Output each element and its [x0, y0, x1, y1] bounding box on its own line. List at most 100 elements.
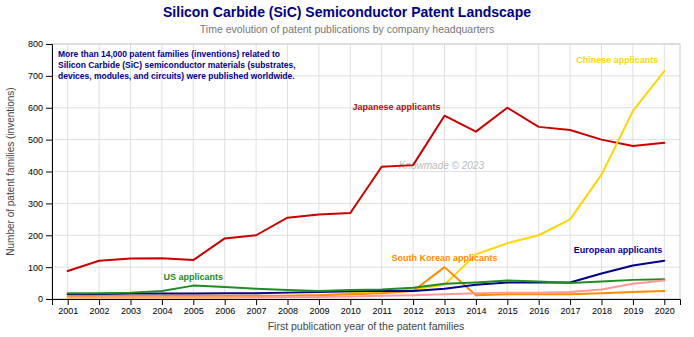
x-tick-label: 2007 — [247, 306, 267, 316]
x-tick: 2016 — [529, 299, 549, 316]
x-tick-label: 2009 — [309, 306, 329, 316]
x-tick-mark — [382, 299, 383, 305]
grid-line-x — [381, 44, 382, 299]
y-tick-mark — [46, 140, 52, 141]
x-tick-mark — [350, 299, 351, 305]
y-tick-label: 800 — [28, 39, 43, 49]
plot-frame — [52, 44, 680, 299]
y-tick-mark — [46, 44, 52, 45]
x-tick-label: 2013 — [435, 306, 455, 316]
grid-line-x — [318, 44, 319, 299]
x-tick: 2005 — [184, 299, 204, 316]
y-tick: 600 — [28, 103, 52, 113]
grid-line-x — [601, 44, 602, 299]
x-tick: 2006 — [215, 299, 235, 316]
x-tick: 2001 — [58, 299, 78, 316]
x-tick: 2018 — [592, 299, 612, 316]
x-tick: 2019 — [623, 299, 643, 316]
series-line — [68, 108, 665, 271]
y-tick-label: 400 — [28, 167, 43, 177]
y-tick-mark — [46, 203, 52, 204]
x-tick-label: 2006 — [215, 306, 235, 316]
x-axis-line — [53, 300, 681, 306]
grid-line-x — [67, 44, 68, 299]
x-tick: 2008 — [278, 299, 298, 316]
x-tick-mark — [225, 299, 226, 305]
y-tick-label: 100 — [28, 263, 43, 273]
x-tick: 2014 — [466, 299, 486, 316]
x-tick-label: 2018 — [592, 306, 612, 316]
y-tick: 100 — [28, 263, 52, 273]
grid-line-y — [52, 171, 680, 172]
y-tick-mark — [46, 235, 52, 236]
x-tick: 2010 — [341, 299, 361, 316]
title: Silicon Carbide (SiC) Semiconductor Pate… — [163, 4, 531, 20]
y-tick-label: 0 — [38, 294, 43, 304]
x-tick-label: 2002 — [90, 306, 110, 316]
line-label: South Korean applicants — [391, 253, 497, 263]
x-tick-label: 2015 — [498, 306, 518, 316]
grid-line-x — [224, 44, 225, 299]
series-line — [68, 71, 665, 297]
grid-line-x — [287, 44, 288, 299]
x-axis: 2001200220032004200520062007200820092010… — [53, 299, 681, 316]
x-tick-label: 2019 — [623, 306, 643, 316]
line-labels: Japanese applicantsChinese applicantsSou… — [164, 55, 663, 282]
x-tick-label: 2012 — [404, 306, 424, 316]
plot-area: 2001200220032004200520062007200820092010… — [5, 39, 681, 332]
y-tick: 700 — [28, 71, 52, 81]
y-axis-line — [46, 45, 53, 300]
grid-line-x — [538, 44, 539, 299]
grid-line-x — [161, 44, 162, 299]
line-label: Japanese applicants — [352, 102, 440, 112]
x-tick-label: 2014 — [466, 306, 486, 316]
grid — [52, 44, 680, 299]
x-tick-label: 2010 — [341, 306, 361, 316]
x-tick: 2020 — [655, 299, 675, 316]
y-tick-label: 200 — [28, 231, 43, 241]
y-tick: 0 — [38, 294, 52, 304]
x-tick-mark — [664, 299, 665, 305]
y-tick: 200 — [28, 231, 52, 241]
y-tick: 400 — [28, 167, 52, 177]
series-line — [68, 261, 665, 294]
x-tick-label: 2003 — [121, 306, 141, 316]
series-line — [68, 281, 665, 298]
y-tick-label: 700 — [28, 71, 43, 81]
x-tick: 2013 — [435, 299, 455, 316]
x-tick: 2012 — [404, 299, 424, 316]
x-tick-mark — [570, 299, 571, 305]
grid-line-y — [52, 235, 680, 236]
grid-line-y — [52, 267, 680, 268]
x-tick-mark — [99, 299, 100, 305]
x-tick-mark — [539, 299, 540, 305]
y-tick: 800 — [28, 39, 52, 49]
x-tick-mark — [193, 299, 194, 305]
x-tick-label: 2017 — [561, 306, 581, 316]
x-tick-mark — [319, 299, 320, 305]
y-tick: 300 — [28, 199, 52, 209]
chart: Silicon Carbide (SiC) Semiconductor Pate… — [0, 0, 694, 337]
x-tick-mark — [602, 299, 603, 305]
x-tick-label: 2016 — [529, 306, 549, 316]
line-label: US applicants — [164, 272, 224, 282]
grid-line-y — [52, 139, 680, 140]
grid-line-x — [350, 44, 351, 299]
x-tick-mark — [68, 299, 69, 305]
x-tick-label: 2001 — [58, 306, 78, 316]
x-tick-mark — [131, 299, 132, 305]
y-tick-mark — [46, 172, 52, 173]
grid-line-x — [256, 44, 257, 299]
x-tick: 2003 — [121, 299, 141, 316]
line-label: European applicants — [574, 245, 663, 255]
grid-line-x — [570, 44, 571, 299]
annotation-line: More than 14,000 patent families (invent… — [58, 49, 280, 59]
x-tick-mark — [445, 299, 446, 305]
x-tick-label: 2008 — [278, 306, 298, 316]
subtitle: Time evolution of patent publications by… — [200, 23, 494, 35]
x-tick-mark — [256, 299, 257, 305]
x-tick: 2009 — [309, 299, 329, 316]
grid-line-x — [130, 44, 131, 299]
y-tick-mark — [46, 76, 52, 77]
y-tick: 500 — [28, 135, 52, 145]
